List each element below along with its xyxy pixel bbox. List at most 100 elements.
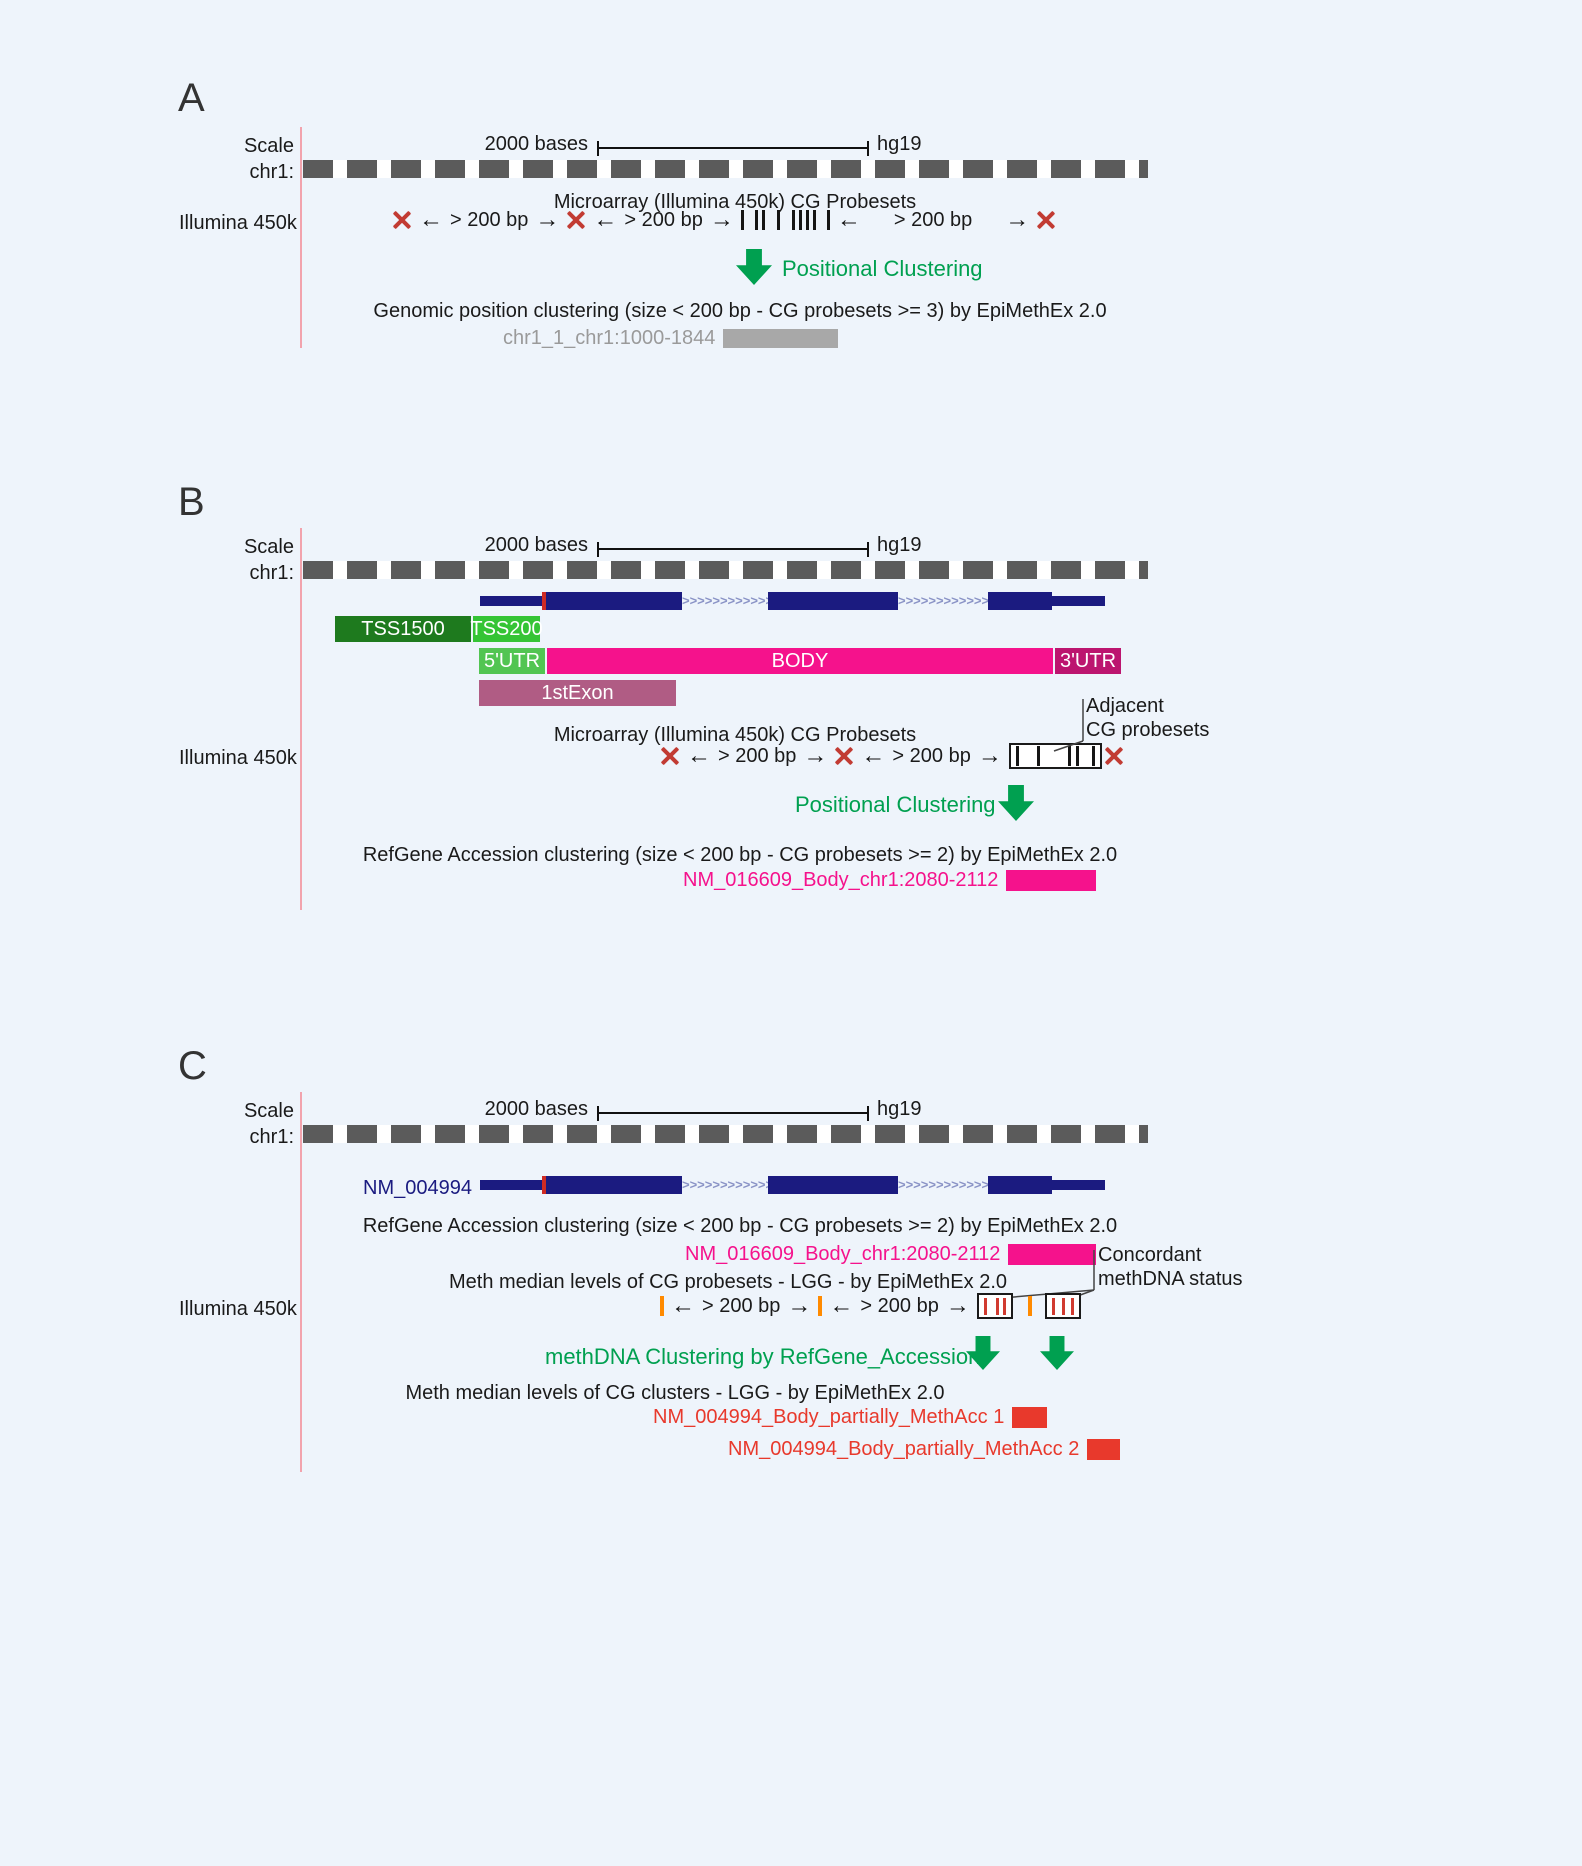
cluster-bar bbox=[1012, 1407, 1048, 1428]
concordant-probesets-box bbox=[976, 1293, 1013, 1319]
arrow-left-icon bbox=[419, 208, 443, 232]
cluster-bar bbox=[1008, 1244, 1097, 1265]
gene-exon bbox=[546, 1176, 682, 1194]
scale-bar bbox=[597, 542, 869, 557]
cluster-name: NM_016609_Body_chr1:2080-2112 bbox=[685, 1243, 1001, 1265]
arrow-right-icon bbox=[710, 208, 734, 232]
arrow-right-icon bbox=[535, 208, 559, 232]
scale-label: Scale bbox=[243, 1100, 294, 1122]
excluded-probe-icon bbox=[1036, 209, 1056, 231]
excluded-probe-icon bbox=[392, 209, 412, 231]
gene-exon bbox=[546, 592, 682, 610]
meth-probesets-title: Meth median levels of CG probesets - LGG… bbox=[448, 1271, 1008, 1293]
clustering-title: Genomic position clustering (size < 200 … bbox=[373, 300, 1107, 322]
scale-bases-label: 2000 bases bbox=[484, 534, 588, 556]
track-left-border bbox=[300, 1092, 302, 1472]
cluster-row: NM_004994_Body_partially_MethAcc 2 bbox=[728, 1438, 1121, 1461]
cluster-bar bbox=[1006, 870, 1097, 891]
platform-label: Illumina 450k bbox=[179, 1298, 297, 1320]
probe-row: > 200 bp > 200 bp bbox=[660, 742, 1124, 770]
down-arrow-icon bbox=[1040, 1336, 1074, 1370]
arrow-right-icon bbox=[946, 1294, 970, 1318]
arrow-left-icon bbox=[671, 1294, 695, 1318]
gene-model bbox=[480, 1176, 1105, 1194]
gene-utr-bar bbox=[1052, 596, 1105, 606]
region-1stexon: 1stExon bbox=[479, 680, 676, 706]
chromosome-band bbox=[303, 561, 1148, 579]
gap-distance-label: > 200 bp bbox=[624, 208, 703, 231]
excluded-probe-icon bbox=[1104, 745, 1124, 767]
gene-start-tick bbox=[542, 592, 546, 610]
gap-distance-label: > 200 bp bbox=[450, 208, 529, 231]
adjacent-label-line1: Adjacent bbox=[1086, 695, 1164, 717]
gene-intron-arrows bbox=[682, 1176, 768, 1194]
chr-label: chr1: bbox=[249, 1126, 294, 1148]
cluster-bar bbox=[723, 329, 839, 348]
gap-distance-label: > 200 bp bbox=[893, 208, 973, 231]
concordant-label-line2: methDNA status bbox=[1098, 1268, 1243, 1290]
gene-model bbox=[480, 592, 1105, 610]
refgene-clustering-title: RefGene Accession clustering (size < 200… bbox=[362, 1215, 1118, 1237]
cluster-row: chr1_1_chr1:1000-1844 bbox=[503, 327, 839, 350]
platform-label: Illumina 450k bbox=[179, 212, 297, 234]
scale-bases-label: 2000 bases bbox=[484, 133, 588, 155]
down-arrow-icon bbox=[998, 785, 1034, 821]
gap-distance-label: > 200 bp bbox=[718, 744, 797, 767]
panel-c-letter: C bbox=[178, 1044, 207, 1088]
cg-probeset-ticks bbox=[740, 210, 830, 230]
panel-a-letter: A bbox=[178, 76, 205, 120]
probe-row: > 200 bp > 200 bp > 200 bp bbox=[392, 206, 1056, 234]
platform-label: Illumina 450k bbox=[179, 747, 297, 769]
positional-clustering-label: Positional Clustering bbox=[782, 256, 983, 281]
arrow-left-icon bbox=[593, 208, 617, 232]
gap-distance-label: > 200 bp bbox=[860, 1294, 939, 1317]
arrow-left-icon bbox=[837, 208, 861, 232]
gene-exon bbox=[988, 1176, 1052, 1194]
gap-distance-label: > 200 bp bbox=[702, 1294, 781, 1317]
gene-utr-bar bbox=[1052, 1180, 1105, 1190]
gene-start-tick bbox=[542, 1176, 546, 1194]
cluster-row: NM_016609_Body_chr1:2080-2112 bbox=[685, 1243, 1097, 1266]
scale-label: Scale bbox=[243, 135, 294, 157]
concordant-label-line1: Concordant bbox=[1098, 1244, 1202, 1266]
gene-name-label: NM_004994 bbox=[363, 1177, 472, 1199]
genome-build-label: hg19 bbox=[877, 534, 922, 556]
cluster-name: NM_004994_Body_partially_MethAcc 1 bbox=[653, 1406, 1005, 1428]
genome-build-label: hg19 bbox=[877, 133, 922, 155]
scale-label: Scale bbox=[243, 536, 294, 558]
track-left-border bbox=[300, 528, 302, 910]
cluster-row: NM_004994_Body_partially_MethAcc 1 bbox=[653, 1406, 1048, 1429]
adjacent-label-line2: CG probesets bbox=[1086, 719, 1210, 741]
scale-bar bbox=[597, 1106, 869, 1121]
arrow-right-icon bbox=[803, 744, 827, 768]
cluster-row: NM_016609_Body_chr1:2080-2112 bbox=[683, 869, 1097, 892]
panel-b-letter: B bbox=[178, 480, 205, 524]
meth-probe-tick bbox=[1027, 1296, 1032, 1316]
gap-distance-label: > 200 bp bbox=[892, 744, 971, 767]
cluster-name: NM_016609_Body_chr1:2080-2112 bbox=[683, 869, 999, 891]
arrow-right-icon bbox=[978, 744, 1002, 768]
probe-row: > 200 bp > 200 bp bbox=[660, 1292, 1081, 1320]
gene-intron-arrows bbox=[682, 592, 768, 610]
chromosome-band bbox=[303, 160, 1148, 178]
connector-lines bbox=[1053, 699, 1084, 752]
track-left-border bbox=[300, 127, 302, 348]
adjacent-probesets-box bbox=[1008, 743, 1102, 769]
gene-intron-arrows bbox=[898, 592, 988, 610]
cluster-name: chr1_1_chr1:1000-1844 bbox=[503, 327, 716, 349]
gene-exon bbox=[768, 592, 898, 610]
gene-intron-arrows bbox=[898, 1176, 988, 1194]
region-body: BODY bbox=[547, 648, 1053, 674]
region-tss1500: TSS1500 bbox=[335, 616, 471, 642]
gene-utr-bar bbox=[480, 596, 548, 606]
arrow-right-icon bbox=[787, 1294, 811, 1318]
excluded-probe-icon bbox=[566, 209, 586, 231]
scale-bases-label: 2000 bases bbox=[484, 1098, 588, 1120]
clustering-title: RefGene Accession clustering (size < 200… bbox=[362, 844, 1118, 866]
excluded-probe-icon bbox=[834, 745, 854, 767]
gene-utr-bar bbox=[480, 1180, 548, 1190]
region-tss200: TSS200 bbox=[470, 616, 543, 642]
gene-exon bbox=[768, 1176, 898, 1194]
chromosome-band bbox=[303, 1125, 1148, 1143]
